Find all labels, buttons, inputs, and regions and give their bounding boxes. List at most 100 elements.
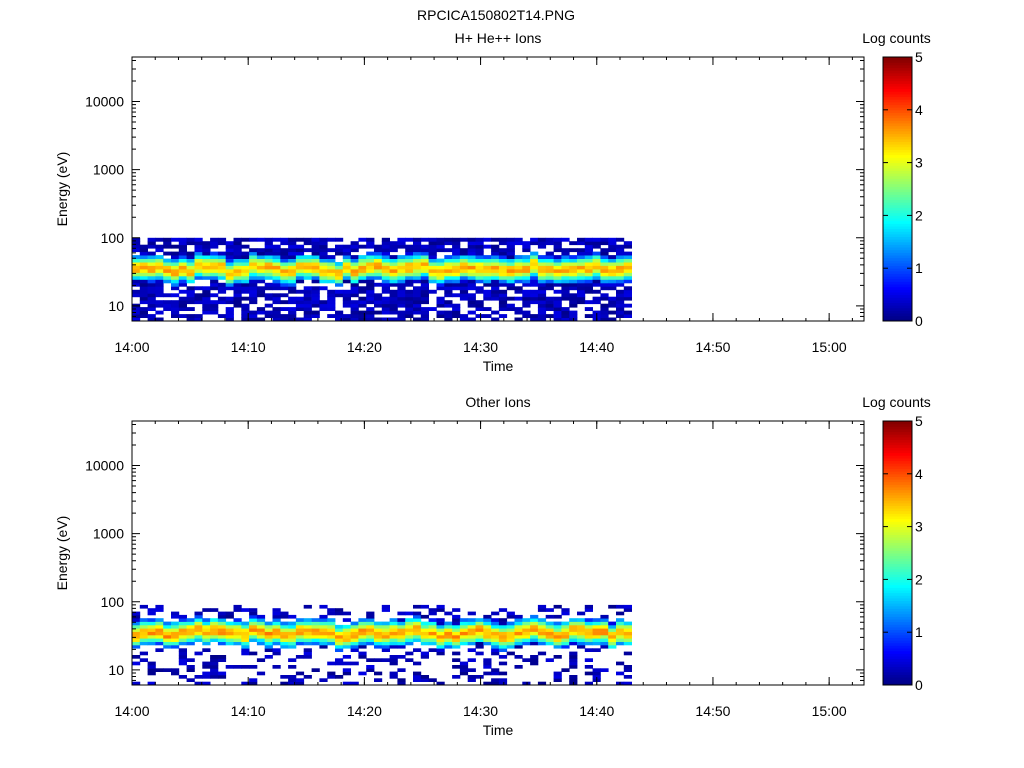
heatmap-cell xyxy=(389,244,398,249)
heatmap-cell xyxy=(569,241,578,246)
heatmap-cell xyxy=(444,300,453,305)
heatmap-cell xyxy=(178,275,187,280)
heatmap-cell xyxy=(530,289,539,294)
heatmap-cell xyxy=(537,255,547,259)
heatmap-cell xyxy=(553,638,562,642)
colorbar-segment xyxy=(883,112,912,116)
colorbar-segment xyxy=(883,96,912,100)
heatmap-cell xyxy=(256,614,266,619)
colorbar-segment xyxy=(883,210,912,214)
heatmap-cell xyxy=(217,638,227,642)
heatmap-cell xyxy=(491,648,500,652)
colorbar-segment xyxy=(883,57,912,61)
heatmap-cell xyxy=(577,296,586,301)
heatmap-cell xyxy=(272,237,281,242)
heatmap-cell xyxy=(194,611,203,616)
heatmap-cell xyxy=(288,624,297,629)
heatmap-cell xyxy=(303,241,312,246)
heatmap-cell xyxy=(202,251,211,256)
heatmap-cell xyxy=(616,265,625,270)
heatmap-cell xyxy=(537,314,547,318)
heatmap-cell xyxy=(381,634,390,639)
heatmap-cell xyxy=(171,255,180,259)
heatmap-cell xyxy=(132,237,141,242)
heatmap-cell xyxy=(608,628,617,632)
heatmap-cell xyxy=(553,248,562,253)
heatmap-cell xyxy=(397,678,406,682)
heatmap-cell xyxy=(444,303,453,308)
colorbar-segment xyxy=(883,582,912,586)
heatmap-cell xyxy=(217,671,227,676)
heatmap-cell xyxy=(171,611,180,616)
heatmap-cell xyxy=(249,293,258,298)
heatmap-cell xyxy=(186,296,195,301)
heatmap-cell xyxy=(467,310,476,315)
heatmap-cell xyxy=(358,317,367,322)
heatmap-cell xyxy=(358,289,367,294)
heatmap-cell xyxy=(295,275,305,280)
heatmap-cell xyxy=(452,286,461,291)
heatmap-cell xyxy=(623,641,632,646)
heatmap-cell xyxy=(405,275,414,280)
heatmap-cell xyxy=(413,307,422,311)
heatmap-cell xyxy=(381,628,390,632)
heatmap-cell xyxy=(319,641,328,646)
heatmap-cell xyxy=(420,310,429,315)
heatmap-cell xyxy=(389,279,398,284)
heatmap-cell xyxy=(514,237,523,242)
heatmap-cell xyxy=(444,634,453,639)
heatmap-cell xyxy=(413,293,422,298)
heatmap-cell xyxy=(366,251,375,256)
colorbar-segment xyxy=(883,674,912,678)
heatmap-cell xyxy=(561,621,570,626)
heatmap-cell xyxy=(303,300,312,305)
heatmap-cell xyxy=(327,300,336,305)
heatmap-cell xyxy=(467,272,476,277)
heatmap-cell xyxy=(584,286,593,291)
heatmap-cell xyxy=(202,634,211,639)
heatmap-cell xyxy=(537,296,547,301)
heatmap-cell xyxy=(147,251,156,256)
heatmap-cell xyxy=(530,269,539,273)
heatmap-cell xyxy=(584,608,593,612)
heatmap-cell xyxy=(202,248,211,253)
heatmap-cell xyxy=(233,608,242,612)
heatmap-cell xyxy=(616,628,625,632)
heatmap-cell xyxy=(288,307,297,311)
heatmap-cell xyxy=(452,665,461,669)
heatmap-cell xyxy=(545,296,554,301)
heatmap-cell xyxy=(155,300,164,305)
heatmap-cell xyxy=(623,265,632,270)
heatmap-cell xyxy=(537,638,547,642)
heatmap-cell xyxy=(194,621,203,626)
heatmap-cell xyxy=(584,241,593,246)
heatmap-cell xyxy=(498,634,508,639)
heatmap-cell xyxy=(506,611,515,616)
heatmap-cell xyxy=(264,282,273,287)
heatmap-cell xyxy=(467,675,476,679)
heatmap-cell xyxy=(366,258,375,263)
heatmap-cell xyxy=(467,618,476,622)
heatmap-cell xyxy=(553,296,562,301)
heatmap-cell xyxy=(475,314,484,318)
heatmap-cell xyxy=(436,296,445,301)
heatmap-cell xyxy=(569,265,578,270)
heatmap-cell xyxy=(623,262,632,266)
heatmap-cell xyxy=(233,631,242,636)
colorbar-segment xyxy=(883,191,912,195)
colorbar-segment xyxy=(883,268,912,272)
colorbar-segment xyxy=(883,244,912,248)
heatmap-cell xyxy=(210,300,219,305)
heatmap-cell xyxy=(530,621,539,626)
heatmap-cell xyxy=(241,665,250,669)
heatmap-cell xyxy=(522,272,531,277)
heatmap-cell xyxy=(584,269,593,273)
colorbar-segment xyxy=(883,138,912,142)
heatmap-cell xyxy=(139,621,148,626)
heatmap-cell xyxy=(561,258,570,263)
heatmap-cell xyxy=(608,300,617,305)
colorbar-segment xyxy=(883,666,912,670)
colorbar-segment xyxy=(883,189,912,193)
heatmap-cell xyxy=(241,307,250,311)
